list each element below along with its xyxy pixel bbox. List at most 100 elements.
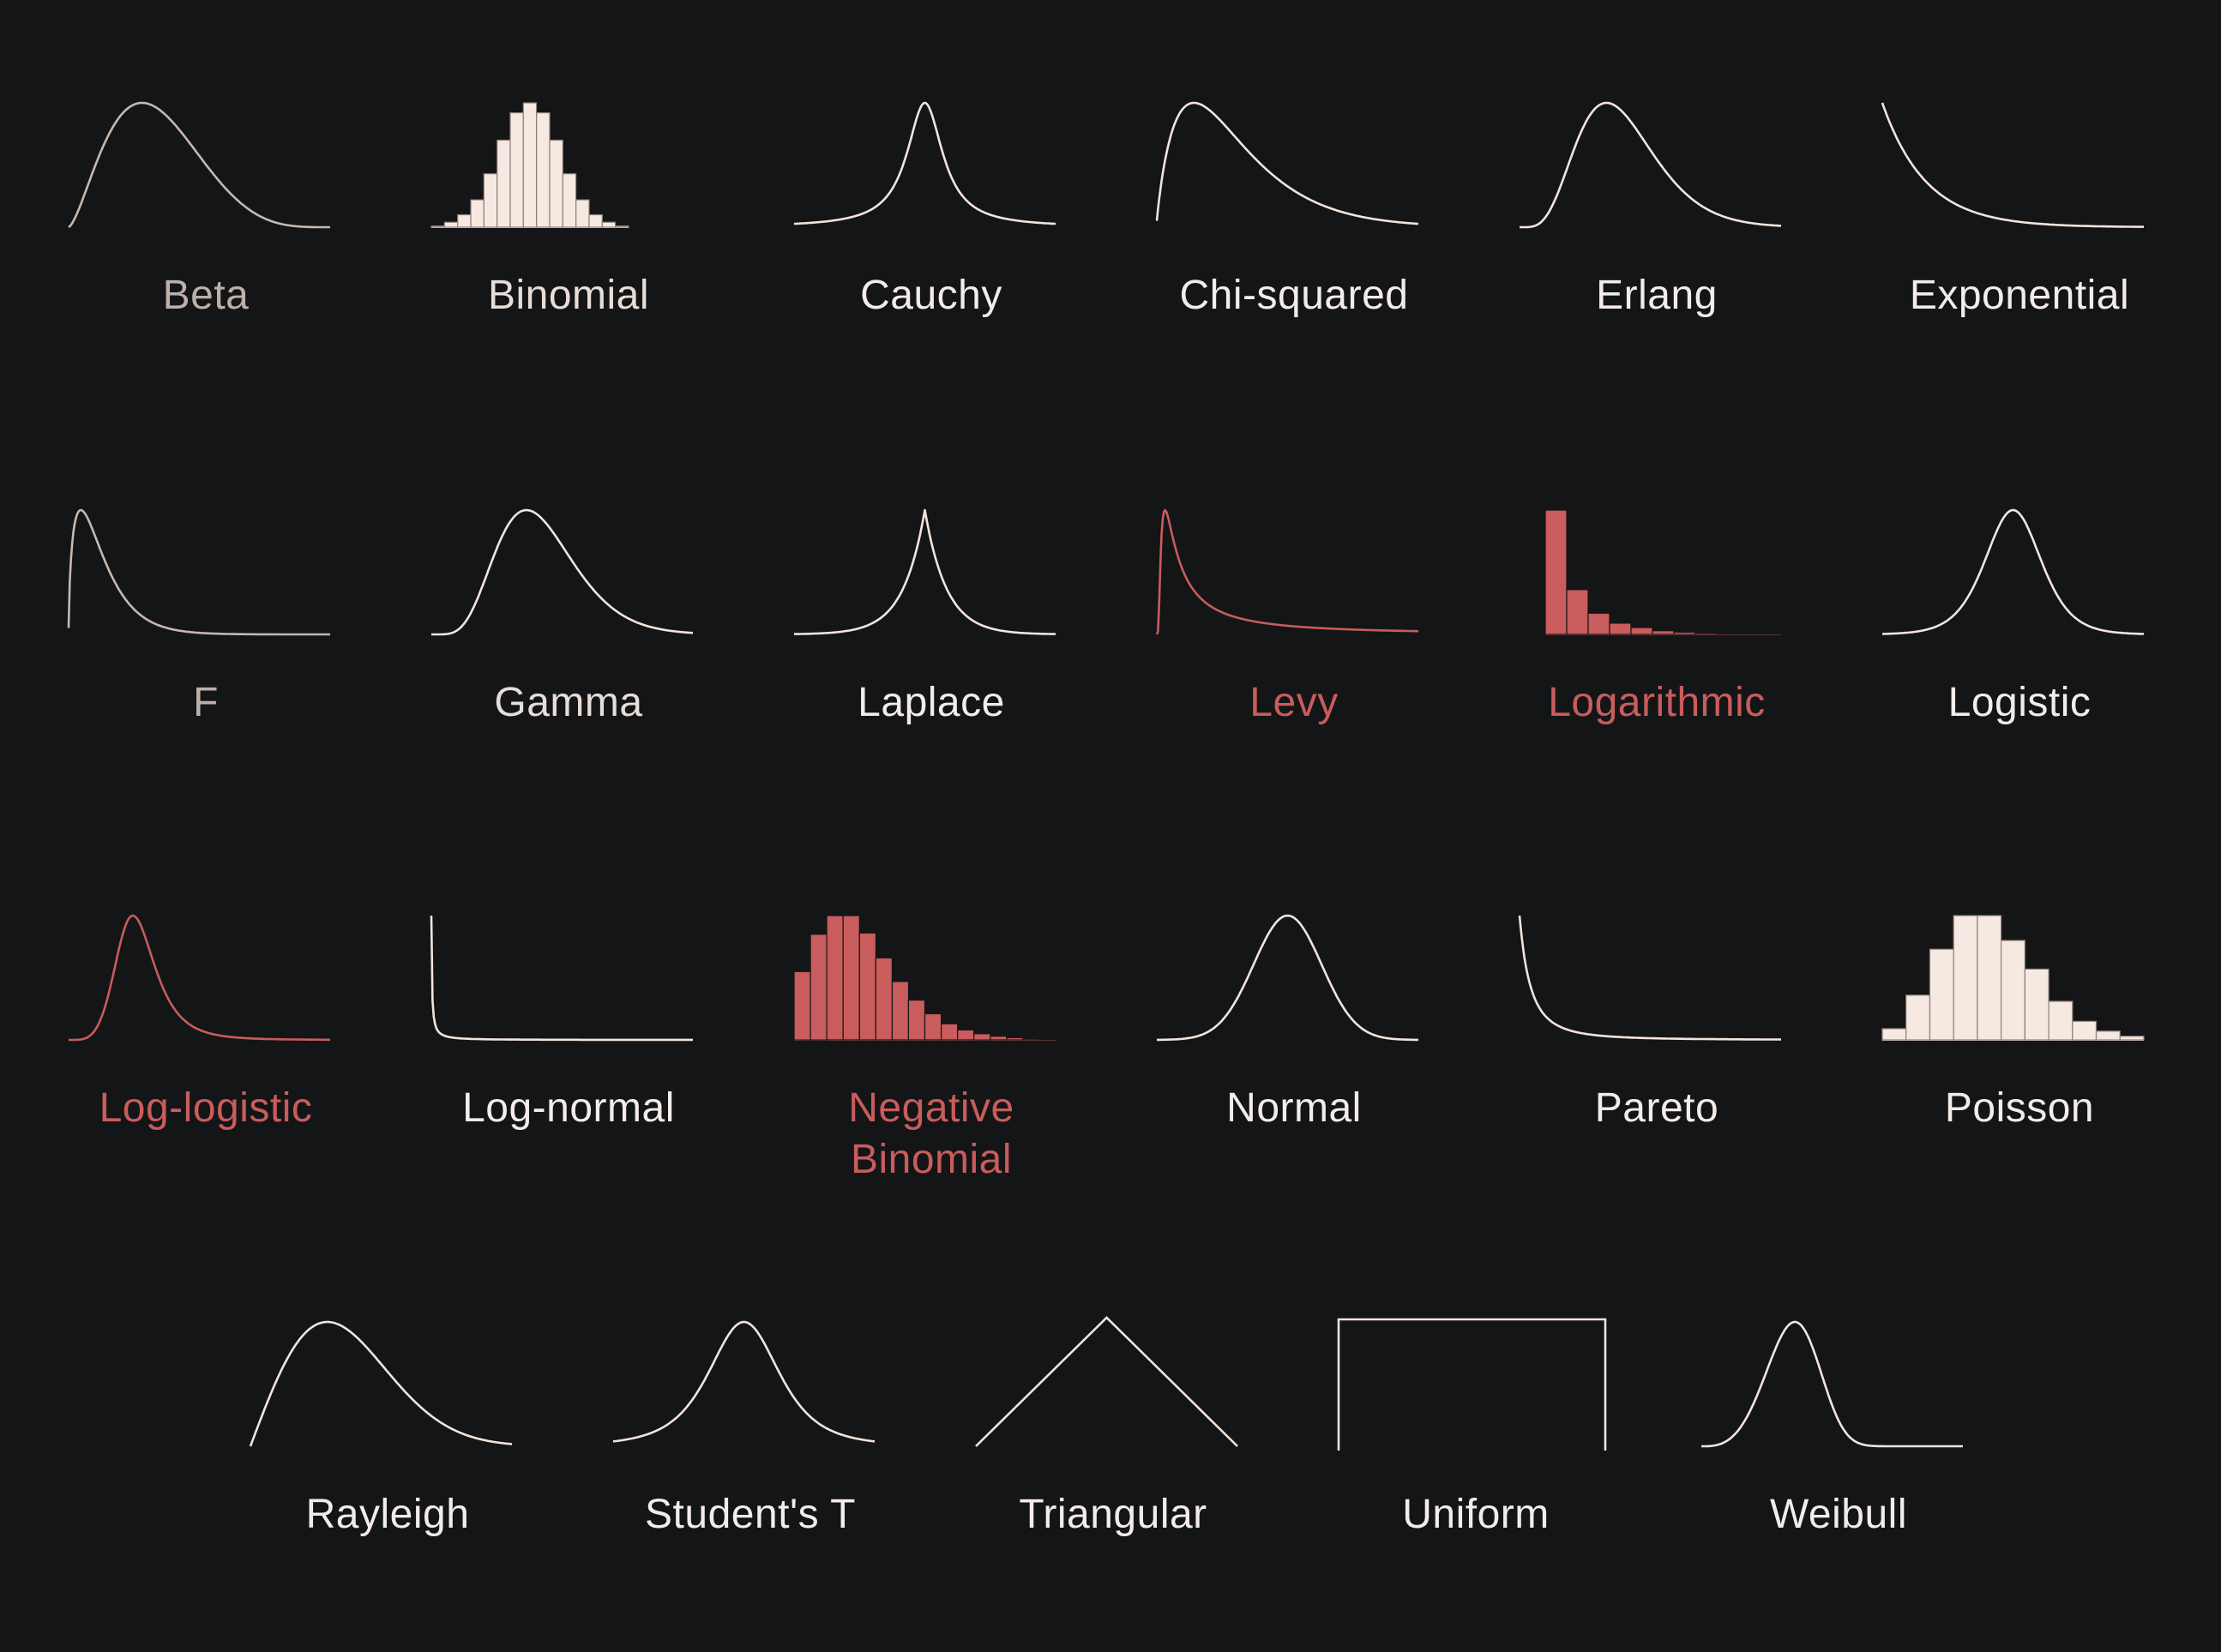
logistic-pdf-glyph: [1881, 508, 2145, 635]
students-t-pdf-glyph: [612, 1320, 876, 1443]
poisson-bar-4: [1977, 915, 2002, 1041]
distribution-label-laplace: Laplace: [858, 680, 1005, 725]
binomial-bar-9: [549, 139, 563, 228]
pareto-curve: [1518, 915, 1781, 1041]
distribution-label-log-logistic: Log-logistic: [99, 1085, 313, 1131]
poisson-bar-3: [1953, 915, 1978, 1041]
laplace-curve: [794, 508, 1056, 635]
poisson-bar-6: [2024, 968, 2049, 1041]
negative-binomial-bar-4: [858, 932, 877, 1041]
poisson-bar-8: [2072, 1020, 2098, 1041]
negative-binomial-pmf-glyph: [793, 915, 1056, 1041]
negative-binomial-bar-14: [1022, 1038, 1040, 1041]
binomial-bar-1: [443, 221, 459, 228]
exponential-curve: [1881, 102, 2144, 228]
triangular-pdf-glyph: [975, 1316, 1238, 1447]
chi-squared-pdf-glyph: [1155, 101, 1419, 225]
binomial-bar-4: [483, 173, 498, 228]
log-logistic-pdf-glyph: [69, 914, 330, 1042]
negative-binomial-bar-11: [973, 1033, 991, 1041]
erlang-pdf-glyph: [1520, 101, 1782, 229]
pareto-pdf-glyph: [1518, 915, 1781, 1041]
binomial-bar-8: [536, 112, 551, 228]
distribution-label-logarithmic: Logarithmic: [1548, 680, 1766, 725]
normal-curve: [1157, 914, 1418, 1042]
negative-binomial-bar-1: [810, 934, 828, 1041]
beta-curve: [68, 101, 330, 229]
log-logistic-curve: [69, 914, 330, 1042]
logistic-curve: [1881, 508, 2145, 635]
distribution-label-students-t: Student's T: [645, 1492, 856, 1537]
laplace-pdf-glyph: [794, 508, 1056, 635]
distribution-label-poisson: Poisson: [1944, 1085, 2095, 1131]
poisson-bar-0: [1881, 1028, 1907, 1041]
distribution-label-cauchy: Cauchy: [860, 273, 1002, 318]
distribution-label-levy: Levy: [1249, 680, 1339, 725]
logarithmic-bar-1: [1566, 589, 1589, 635]
binomial-bar-5: [497, 139, 511, 228]
logarithmic-bar-5: [1652, 630, 1675, 635]
normal-pdf-glyph: [1157, 914, 1418, 1042]
uniform-pdf-glyph: [1337, 1318, 1607, 1451]
distribution-label-pareto: Pareto: [1594, 1085, 1719, 1131]
rayleigh-curve: [249, 1320, 513, 1447]
levy-curve: [1155, 508, 1418, 635]
negative-binomial-bar-13: [1006, 1036, 1024, 1041]
distribution-label-erlang: Erlang: [1596, 273, 1718, 318]
logarithmic-bar-0: [1544, 509, 1568, 635]
distribution-label-chi-squared: Chi-squared: [1179, 273, 1409, 318]
weibull-curve: [1701, 1320, 1963, 1448]
binomial-bar-10: [562, 173, 577, 228]
exponential-pdf-glyph: [1881, 102, 2144, 228]
beta-pdf-glyph: [68, 101, 330, 229]
logarithmic-bar-3: [1609, 622, 1632, 635]
negative-binomial-bar-6: [891, 981, 910, 1041]
binomial-bar-0: [430, 225, 445, 228]
binomial-bar-12: [588, 213, 603, 228]
distribution-label-normal: Normal: [1226, 1085, 1362, 1131]
binomial-bar-7: [522, 102, 538, 228]
distribution-label-gamma: Gamma: [494, 680, 643, 725]
negative-binomial-bar-3: [842, 915, 860, 1041]
negative-binomial-bar-9: [941, 1023, 959, 1041]
distribution-label-rayleigh: Rayleigh: [305, 1492, 470, 1537]
binomial-bar-14: [615, 225, 629, 228]
distribution-label-logistic: Logistic: [1947, 680, 2092, 725]
distribution-label-exponential: Exponential: [1909, 273, 2130, 318]
distribution-label-log-normal: Log-normal: [462, 1085, 675, 1131]
f-curve: [67, 508, 330, 636]
poisson-bar-5: [2001, 940, 2025, 1041]
cauchy-pdf-glyph: [793, 101, 1056, 225]
negative-binomial-bar-2: [826, 915, 844, 1041]
distribution-label-triangular: Triangular: [1019, 1492, 1207, 1537]
binomial-pmf-glyph: [430, 102, 629, 228]
distribution-label-binomial: Binomial: [487, 273, 650, 318]
poisson-bar-2: [1929, 948, 1954, 1041]
levy-pdf-glyph: [1155, 508, 1418, 635]
log-normal-curve: [430, 915, 693, 1042]
binomial-bar-6: [509, 112, 524, 228]
logarithmic-pmf-glyph: [1544, 509, 1782, 635]
f-pdf-glyph: [67, 508, 330, 636]
distribution-label-weibull: Weibull: [1769, 1492, 1907, 1537]
poisson-pmf-glyph: [1881, 915, 2145, 1041]
rayleigh-pdf-glyph: [249, 1320, 513, 1447]
logarithmic-bar-2: [1587, 612, 1610, 635]
poisson-bar-7: [2048, 1000, 2074, 1041]
cauchy-curve: [793, 101, 1056, 225]
gamma-pdf-glyph: [431, 508, 694, 636]
binomial-bar-13: [601, 221, 617, 228]
negative-binomial-bar-8: [924, 1012, 942, 1041]
erlang-curve: [1520, 101, 1782, 229]
poisson-bar-10: [2119, 1036, 2145, 1041]
log-normal-pdf-glyph: [430, 915, 693, 1042]
logarithmic-bar-4: [1630, 627, 1653, 635]
poisson-bar-1: [1905, 994, 1931, 1041]
gamma-curve: [431, 508, 694, 636]
negative-binomial-bar-12: [990, 1036, 1008, 1041]
weibull-pdf-glyph: [1701, 1320, 1963, 1448]
negative-binomial-bar-5: [875, 957, 894, 1041]
binomial-bar-2: [457, 213, 472, 228]
binomial-bar-11: [575, 199, 590, 228]
uniform-curve: [1337, 1318, 1607, 1451]
